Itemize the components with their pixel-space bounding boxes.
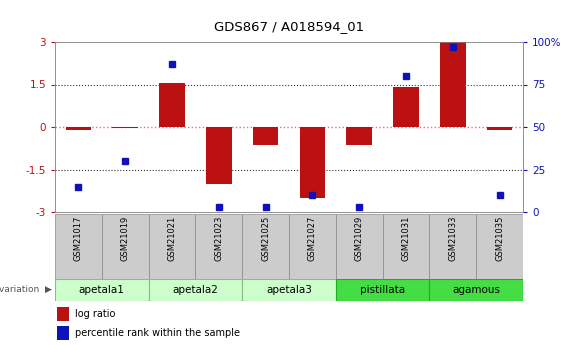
Bar: [57, 307, 69, 321]
Bar: [336, 279, 429, 300]
Bar: [486, 127, 512, 130]
Bar: [57, 326, 69, 340]
Bar: [383, 214, 429, 279]
Text: percentile rank within the sample: percentile rank within the sample: [75, 328, 240, 338]
Bar: [206, 127, 232, 184]
Text: GSM21021: GSM21021: [167, 216, 176, 261]
Bar: [149, 214, 195, 279]
Bar: [393, 87, 419, 127]
Text: GDS867 / A018594_01: GDS867 / A018594_01: [214, 20, 364, 33]
Bar: [55, 279, 149, 300]
Bar: [102, 214, 149, 279]
Bar: [242, 279, 336, 300]
Bar: [346, 127, 372, 145]
Bar: [66, 127, 92, 130]
Bar: [253, 127, 279, 145]
Text: agamous: agamous: [452, 285, 500, 295]
Text: GSM21033: GSM21033: [448, 216, 457, 262]
Bar: [440, 42, 466, 127]
Bar: [476, 214, 523, 279]
Text: GSM21023: GSM21023: [214, 216, 223, 261]
Bar: [149, 279, 242, 300]
Text: GSM21017: GSM21017: [74, 216, 83, 261]
Bar: [299, 127, 325, 198]
Bar: [289, 214, 336, 279]
Text: apetala2: apetala2: [172, 285, 218, 295]
Bar: [242, 214, 289, 279]
Bar: [429, 279, 523, 300]
Text: GSM21027: GSM21027: [308, 216, 317, 261]
Text: apetala3: apetala3: [266, 285, 312, 295]
Bar: [112, 127, 138, 128]
Text: GSM21031: GSM21031: [402, 216, 411, 261]
Bar: [195, 214, 242, 279]
Bar: [55, 214, 102, 279]
Text: GSM21019: GSM21019: [121, 216, 130, 261]
Bar: [336, 214, 383, 279]
Text: apetala1: apetala1: [79, 285, 125, 295]
Text: log ratio: log ratio: [75, 309, 115, 319]
Text: genotype/variation  ▶: genotype/variation ▶: [0, 286, 52, 295]
Bar: [159, 83, 185, 127]
Bar: [429, 214, 476, 279]
Text: GSM21025: GSM21025: [261, 216, 270, 261]
Text: pistillata: pistillata: [360, 285, 405, 295]
Text: GSM21035: GSM21035: [495, 216, 504, 261]
Text: GSM21029: GSM21029: [355, 216, 364, 261]
